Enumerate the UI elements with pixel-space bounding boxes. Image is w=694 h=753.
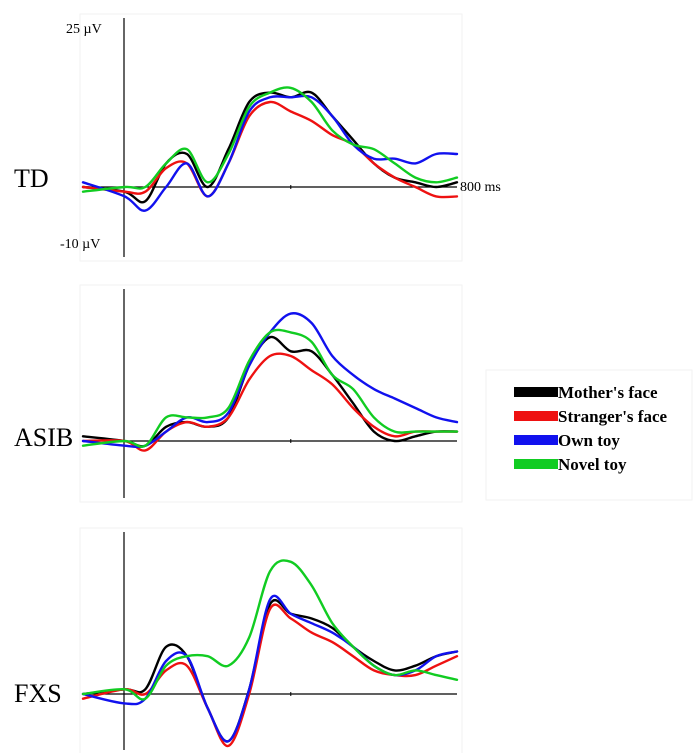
y-axis-bottom-label: -10 µV — [60, 237, 100, 252]
series-line-mother-s-face-asib — [81, 335, 459, 448]
legend-swatch-own-toy — [514, 435, 558, 445]
group-label-asib: ASIB — [14, 423, 73, 452]
legend-frame — [485, 369, 693, 501]
series-line-novel-toy-td — [81, 86, 459, 193]
series-line-novel-toy-asib — [81, 328, 459, 448]
legend-swatch-novel-toy — [514, 459, 558, 469]
legend-label-own-toy: Own toy — [558, 431, 620, 450]
legend-swatch-stranger-s-face — [514, 411, 558, 421]
legend: Mother's face Stranger's face Own toy Novel… — [485, 369, 693, 501]
group-label-fxs: FXS — [14, 679, 62, 708]
panel-frame — [79, 13, 463, 262]
legend-label-stranger-s-face: Stranger's face — [558, 407, 668, 426]
legend-label-novel-toy: Novel toy — [558, 455, 627, 474]
legend-label-mother-s-face: Mother's face — [558, 383, 658, 402]
series-line-stranger-s-face-td — [81, 100, 459, 199]
series-line-own-toy-td — [81, 94, 459, 212]
y-axis-top-label: 25 µV — [66, 22, 102, 37]
panel-td: TD — [14, 13, 463, 262]
series-line-novel-toy-fxs — [81, 559, 459, 701]
series-line-mother-s-face-fxs — [81, 598, 459, 743]
group-label-td: TD — [14, 164, 49, 193]
legend-swatch-mother-s-face — [514, 387, 558, 397]
series-line-own-toy-fxs — [81, 594, 459, 743]
panel-frame — [79, 284, 463, 503]
panel-frame — [79, 527, 463, 753]
panel-fxs: FXS — [14, 527, 463, 753]
series-line-own-toy-asib — [81, 312, 459, 449]
x-axis-end-label: 800 ms — [460, 180, 501, 195]
panel-asib: ASIB — [14, 284, 463, 503]
series-line-mother-s-face-td — [81, 90, 459, 204]
